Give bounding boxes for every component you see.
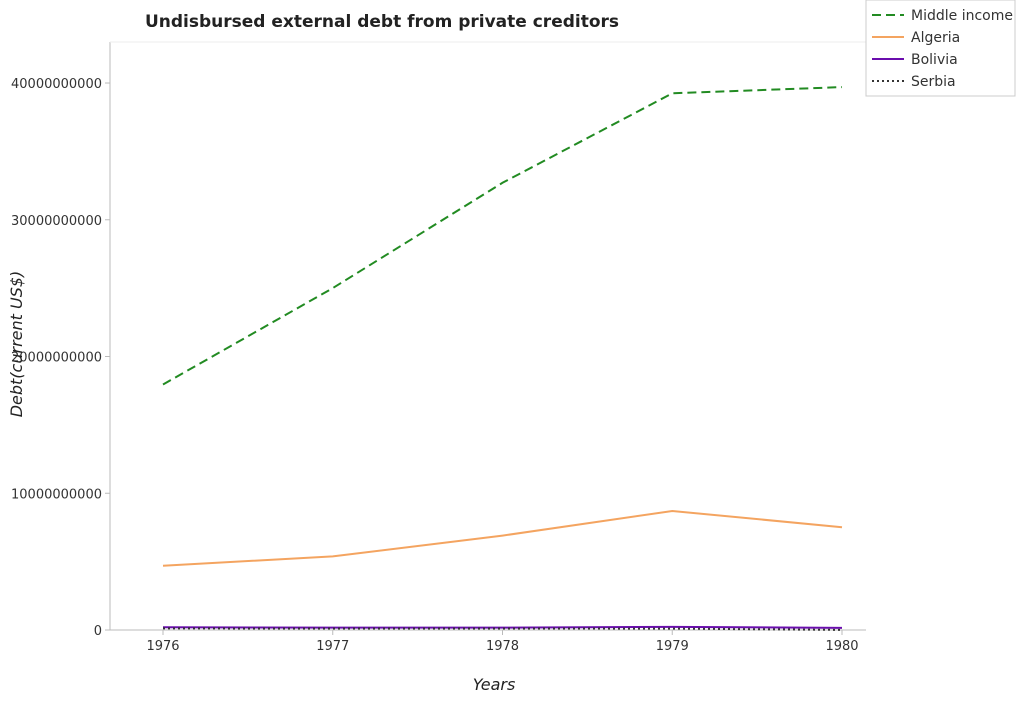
- legend: Middle income Algeria Bolivia Serbia: [866, 0, 1015, 96]
- x-tick-label: 1976: [146, 639, 179, 654]
- x-tick-label: 1977: [316, 639, 349, 654]
- series-line-algeria: [163, 511, 842, 566]
- series-line-middle-income: [163, 87, 842, 384]
- y-tick-label: 10000000000: [11, 487, 102, 502]
- x-tick-label: 1980: [825, 639, 858, 654]
- ticks-layer: 0100000000002000000000030000000000400000…: [11, 77, 859, 654]
- x-tick-label: 1978: [486, 639, 519, 654]
- y-tick-label: 30000000000: [11, 214, 102, 229]
- chart-title: Undisbursed external debt from private c…: [145, 12, 619, 32]
- y-axis-label: Debt(current US$): [7, 271, 26, 418]
- legend-label-algeria: Algeria: [911, 30, 960, 46]
- legend-label-middle-income: Middle income: [911, 8, 1013, 24]
- legend-label-serbia: Serbia: [911, 74, 956, 90]
- x-axis-label: Years: [473, 675, 516, 694]
- legend-label-bolivia: Bolivia: [911, 52, 958, 68]
- y-tick-label: 0: [94, 624, 102, 639]
- series-layer: [163, 87, 842, 630]
- y-tick-label: 40000000000: [11, 77, 102, 92]
- axes-layer: [110, 42, 866, 630]
- x-tick-label: 1979: [656, 639, 689, 654]
